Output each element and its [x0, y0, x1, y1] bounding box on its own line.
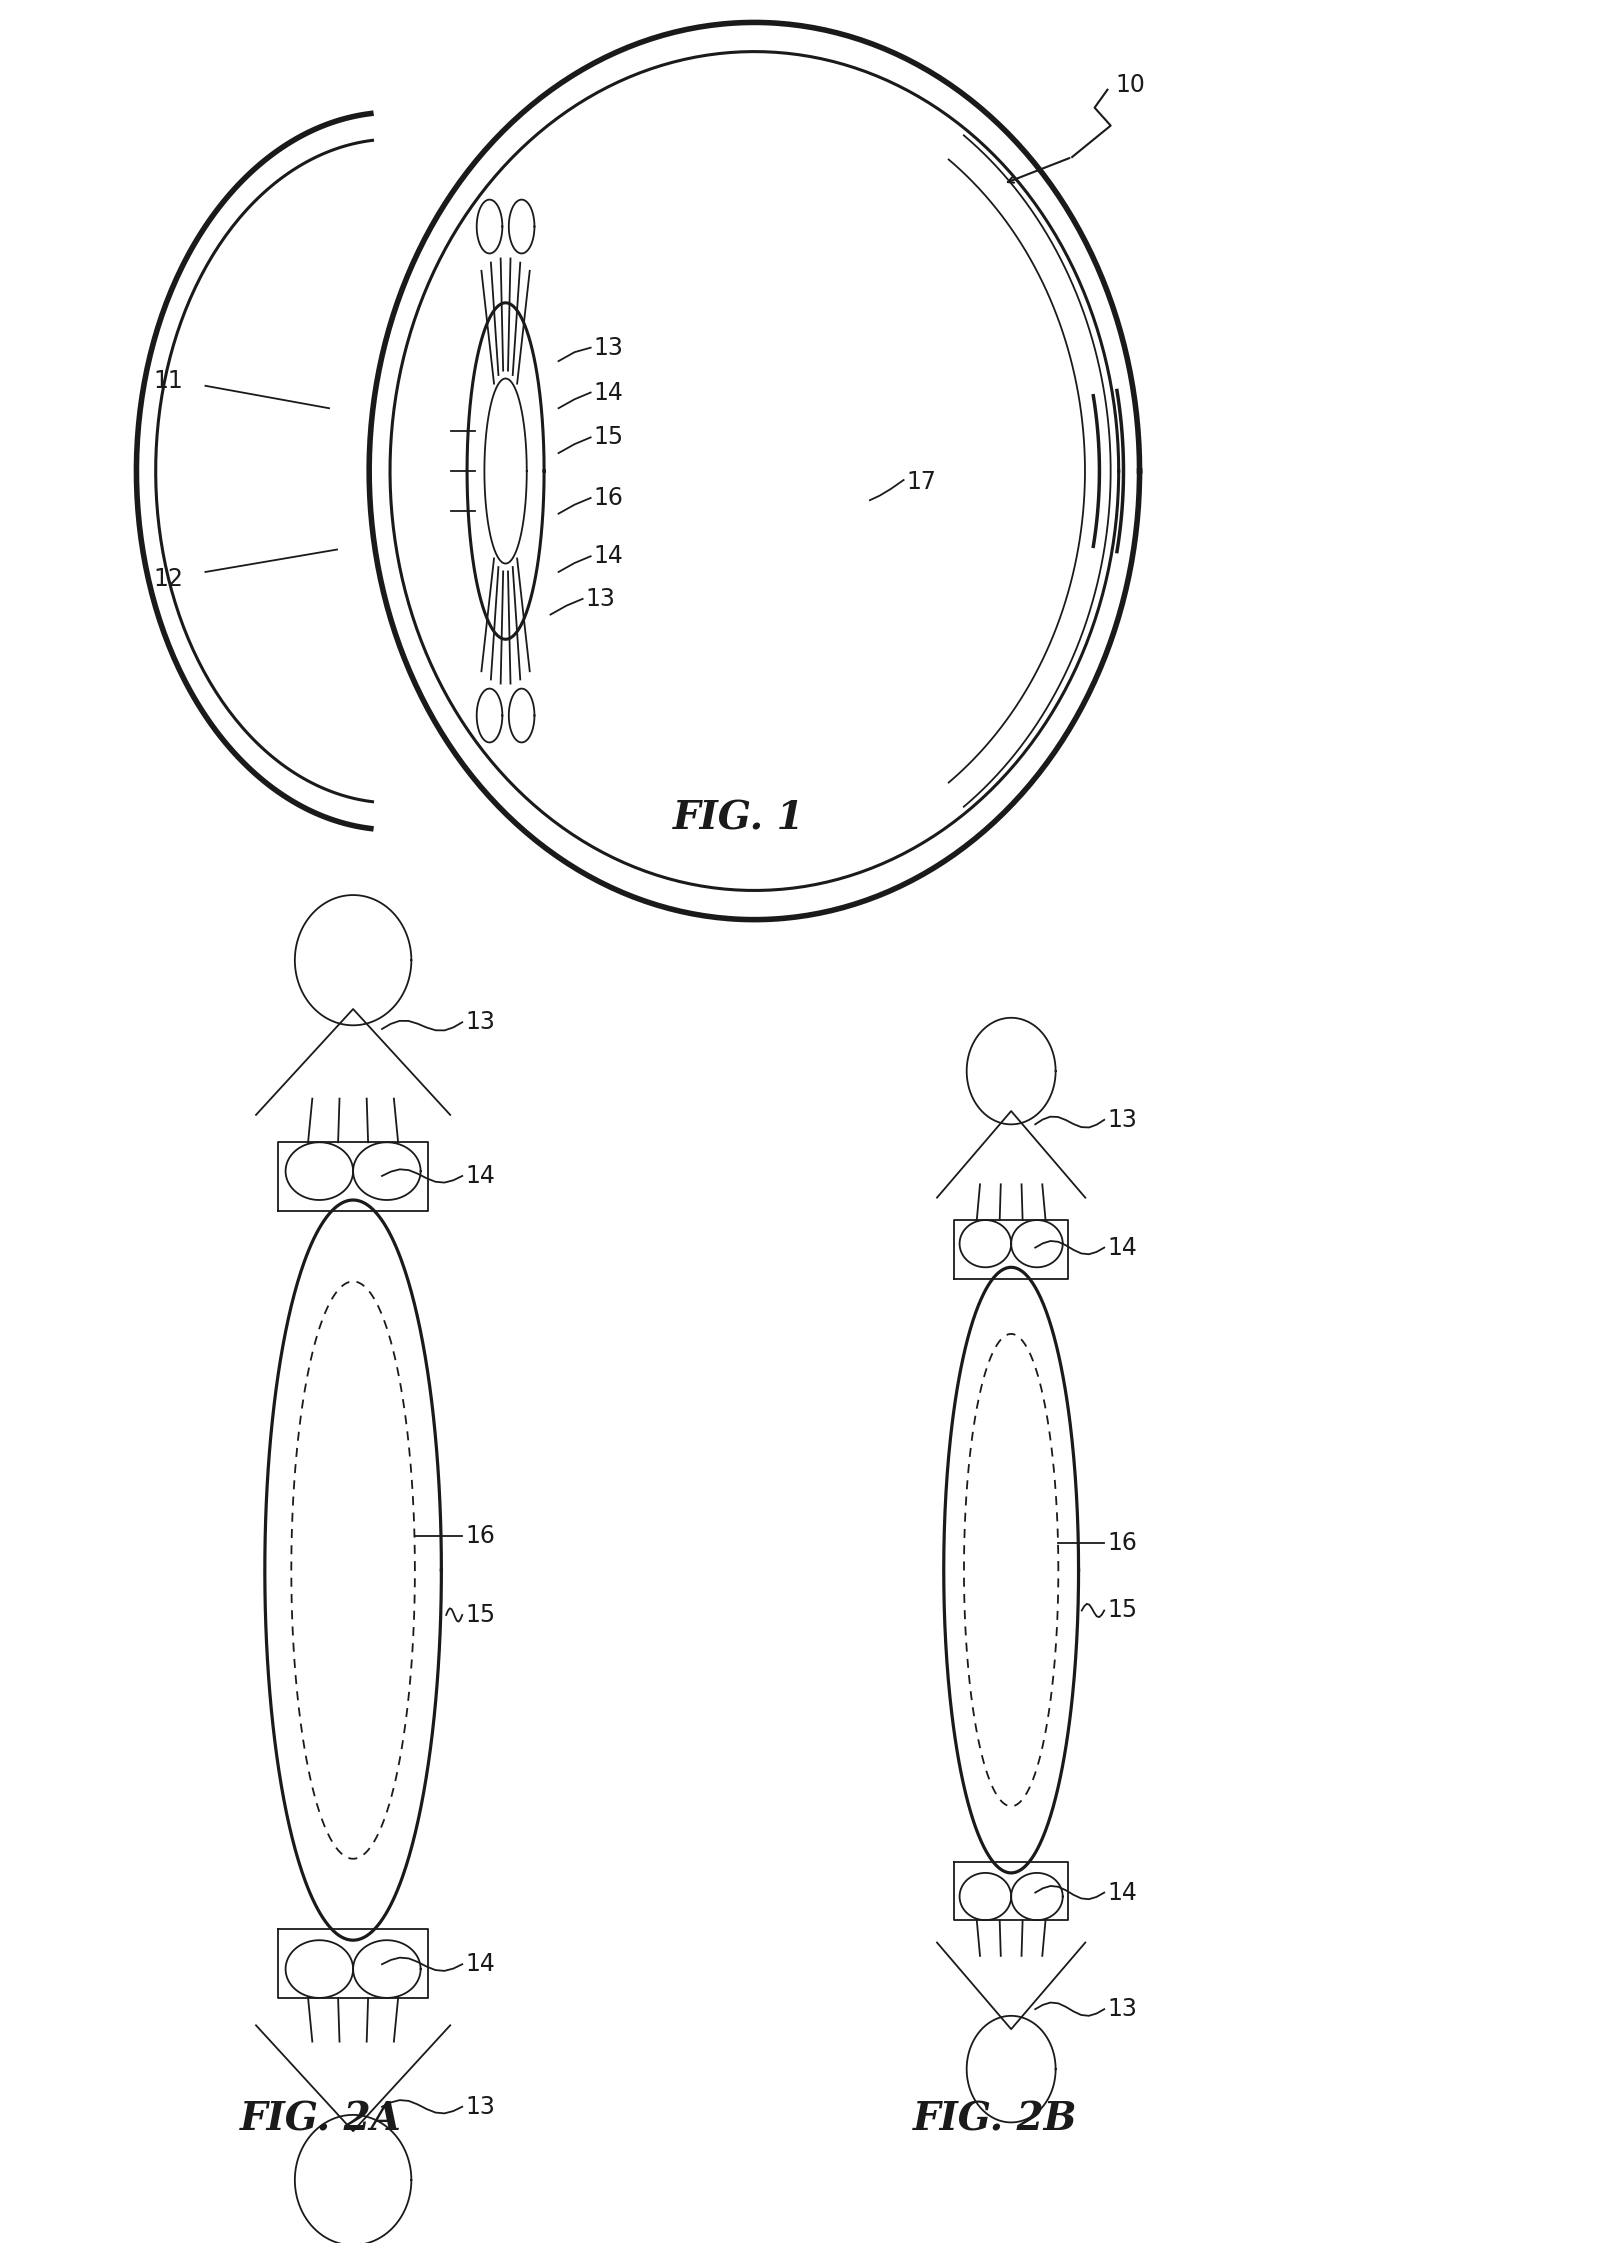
Text: 14: 14 — [465, 1164, 496, 1189]
Text: 13: 13 — [1107, 1108, 1138, 1133]
Text: 13: 13 — [465, 1009, 496, 1034]
Text: 13: 13 — [465, 2095, 496, 2120]
Text: 13: 13 — [586, 588, 616, 610]
Text: 15: 15 — [465, 1604, 496, 1626]
Text: 13: 13 — [594, 336, 624, 359]
Text: 14: 14 — [594, 545, 624, 567]
Text: 12: 12 — [154, 567, 183, 590]
Text: 14: 14 — [1107, 1236, 1138, 1261]
Text: 15: 15 — [594, 426, 624, 449]
Text: 13: 13 — [1107, 1996, 1138, 2021]
Text: 14: 14 — [465, 1951, 496, 1976]
Text: 15: 15 — [1107, 1599, 1138, 1622]
Text: 14: 14 — [594, 381, 624, 404]
Text: 11: 11 — [154, 370, 183, 393]
Text: 16: 16 — [594, 487, 624, 509]
Text: 14: 14 — [1107, 1880, 1138, 1904]
Text: 16: 16 — [465, 1525, 496, 1548]
Text: FIG. 1: FIG. 1 — [672, 801, 804, 837]
Text: FIG. 2B: FIG. 2B — [913, 2102, 1077, 2138]
Text: 10: 10 — [1115, 74, 1146, 96]
Text: 16: 16 — [1107, 1532, 1138, 1554]
Text: 17: 17 — [907, 471, 937, 493]
Text: FIG. 2A: FIG. 2A — [241, 2102, 401, 2138]
